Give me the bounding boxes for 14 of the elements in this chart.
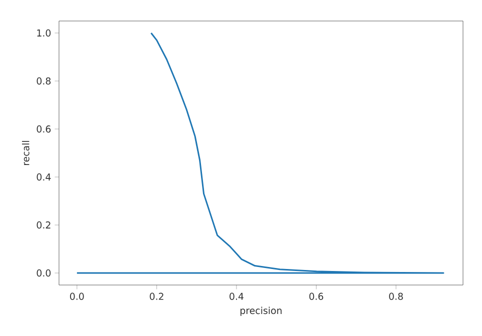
y-tick-label: 1.0 [37, 29, 51, 37]
y-tick-label: 0.2 [36, 221, 50, 229]
y-tick-label: 0.4 [36, 173, 51, 181]
x-tick-label: 0.4 [230, 292, 244, 300]
x-tick-label: 0.6 [309, 292, 324, 300]
y-tick-label: 0.0 [36, 269, 51, 277]
line-series [76, 32, 444, 274]
y-axis-title: recall [22, 140, 30, 166]
x-tick-label: 0.8 [389, 292, 403, 300]
x-tick-label: 0.2 [150, 292, 164, 300]
x-axis-title: precision [240, 306, 282, 316]
y-tick-label: 0.8 [36, 77, 51, 85]
x-tick-label: 0.0 [70, 292, 84, 300]
y-tick-label: 0.6 [36, 125, 51, 133]
